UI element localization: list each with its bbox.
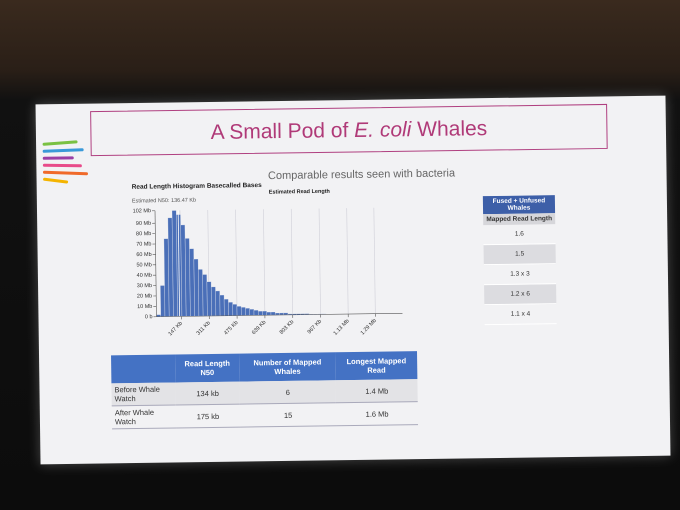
row-label: Before Whale Watch [111, 382, 176, 406]
header-cell [111, 354, 176, 384]
y-tick-label: 102 Mb [133, 208, 151, 214]
side-header-row: Fused + Unfused Whales [482, 195, 556, 215]
y-tick-label: 70 Mb [136, 242, 151, 248]
bar [241, 307, 246, 316]
side-cell: 1.6 [483, 224, 556, 245]
bar [258, 310, 263, 316]
x-tick-label: 1.13 Mb [333, 318, 351, 336]
y-axis [154, 210, 157, 317]
bar [262, 310, 267, 316]
table-cell: 6 [239, 380, 337, 405]
bar [202, 274, 208, 317]
bar [215, 290, 221, 317]
x-tick-label: 639 Kb [251, 319, 267, 336]
side-table: Fused + Unfused Whales Mapped Read Length… [482, 195, 557, 325]
side-row: 1.6 [483, 224, 556, 245]
bar [219, 294, 225, 317]
bar [206, 281, 212, 317]
grid-line [346, 208, 349, 315]
side-cell: 1.5 [483, 243, 556, 265]
slide-graphics: A Small Pod of E. coli Whales Comparable… [42, 103, 608, 338]
side-row: 1.3 x 3 [483, 263, 557, 285]
slide-title: A Small Pod of E. coli Whales [210, 117, 487, 144]
x-tick-label: 1.29 Mb [360, 318, 378, 336]
slide-subtitle: Comparable results seen with bacteria [268, 167, 456, 182]
y-tick-label: 90 Mb [136, 221, 151, 227]
y-tick-label: 10 Mb [137, 304, 152, 310]
x-tick-label: 967 Kb [307, 319, 323, 336]
bar [193, 258, 200, 317]
grid-line [263, 209, 266, 316]
slide: A Small Pod of E. coli Whales Comparable… [35, 95, 671, 465]
bar [189, 248, 195, 317]
grid-line [373, 207, 376, 314]
bar [245, 308, 250, 316]
bar [198, 269, 204, 317]
title-frame [90, 103, 608, 157]
table-row: After Whale Watch 175 kb 15 1.6 Mb [111, 401, 419, 429]
bar [160, 285, 166, 317]
table-cell: 134 kb [175, 381, 240, 405]
header-cell: Longest Mapped Read [335, 351, 418, 381]
bar [270, 311, 276, 316]
x-axis [156, 313, 403, 318]
header-row: Read Length N50 Number of Mapped Whales Lo… [111, 351, 418, 384]
y-tick-label: 0 b [145, 314, 153, 320]
bar [211, 286, 217, 317]
y-tick-label: 20 Mb [137, 293, 152, 299]
row-label: After Whale Watch [111, 404, 177, 429]
table-cell: 1.4 Mb [335, 379, 418, 403]
header-cell: Number of Mapped Whales [239, 352, 336, 382]
decoration [42, 140, 88, 184]
plot: 0 b 10 Mb 20 Mb 30 Mb 40 Mb 50 Mb 60 Mb 70 Mb 80… [133, 207, 403, 338]
side-cell: 1.3 x 3 [483, 263, 557, 285]
n50-label: Estimated N50: 136.47 Kb [132, 198, 196, 205]
x-tick-label: 147 Kb [168, 321, 184, 338]
y-tick-label: 50 Mb [136, 262, 151, 268]
y-tick-label: 80 Mb [136, 231, 151, 237]
y-tick-label: 30 Mb [137, 283, 152, 289]
table-cell: 175 kb [175, 404, 241, 428]
side-row: 1.5 [483, 243, 556, 265]
y-tick-label: 60 Mb [136, 252, 151, 258]
bar [236, 306, 242, 316]
side-row: 1.1 x 4 [484, 303, 557, 325]
y-tick-label: 40 Mb [137, 273, 152, 279]
side-header: Fused + Unfused Whales [482, 195, 556, 215]
results-table: Read Length N50 Number of Mapped Whales Lo… [111, 351, 419, 429]
grid-line [318, 208, 321, 315]
side-row: 1.2 x 6 [484, 283, 557, 305]
table-cell: 1.6 Mb [336, 401, 419, 426]
chart-title: Read Length Histogram Basecalled Bases [132, 182, 263, 191]
bar [266, 311, 272, 316]
grid-line [235, 209, 238, 316]
bar [228, 302, 233, 316]
header-cell: Read Length N50 [175, 353, 240, 383]
x-tick-label: 475 Kb [223, 320, 239, 337]
bar [249, 308, 255, 316]
bar [232, 304, 238, 316]
bar [223, 298, 229, 316]
x-axis-label: Estimated Read Length [269, 189, 331, 196]
bar [253, 309, 259, 316]
x-tick-label: 311 Kb [196, 320, 212, 336]
table-cell: 15 [239, 402, 337, 428]
side-cell: 1.1 x 4 [484, 303, 557, 325]
n50-line [177, 210, 181, 317]
grid-line [290, 208, 294, 315]
side-cell: 1.2 x 6 [484, 283, 557, 305]
x-tick-label: 803 Kb [279, 319, 295, 336]
